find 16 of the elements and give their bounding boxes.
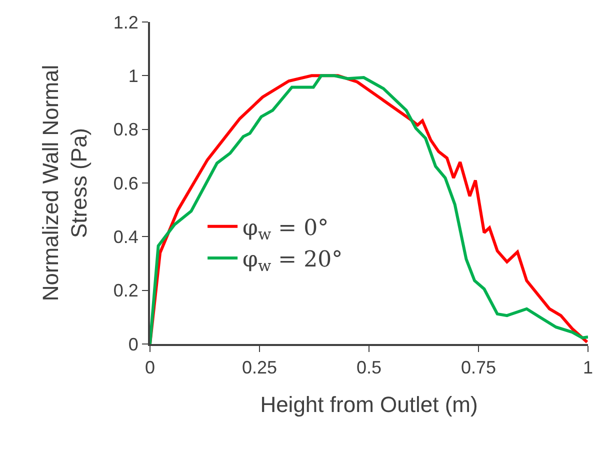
y-tick-label: 1.2	[113, 12, 138, 32]
y-tick-label: 0	[128, 334, 138, 354]
y-tick-label: 0.2	[113, 280, 138, 301]
legend-label: φ$_{w}$ = 20°	[242, 248, 343, 276]
x-tick-label: 0.75	[460, 358, 496, 378]
legend-label: φ$_{w}$ = 0°	[242, 216, 329, 244]
x-axis-title: Height from Outlet (m)	[260, 392, 478, 417]
x-tick-label: 0.25	[242, 358, 278, 378]
x-tick-label: 0	[144, 358, 156, 378]
x-tick-label: 1	[582, 358, 594, 378]
y-tick-label: 1	[128, 66, 138, 86]
y-tick-label: 0.6	[113, 173, 138, 194]
x-tick-label: 0.5	[356, 358, 382, 378]
y-tick-label: 0.4	[113, 226, 138, 247]
y-tick-label: 0.8	[113, 120, 138, 140]
y-axis-title: Normalized Wall Normal Stress (Pa)	[38, 64, 92, 302]
